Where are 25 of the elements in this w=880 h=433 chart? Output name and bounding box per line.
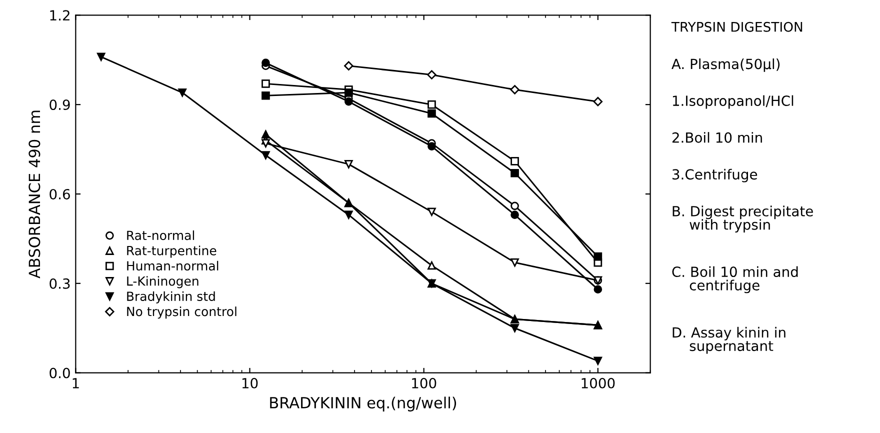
y-tick-label: 0.9	[50, 100, 70, 110]
legend-label: L-Kininogen	[127, 276, 198, 288]
text: C. Boil 10 min and centrifuge	[672, 266, 798, 294]
text: 2.Boil 10 min	[672, 132, 762, 143]
y-tick-label: 0.3	[50, 278, 70, 289]
legend-label: Rat-turpentine	[127, 246, 216, 258]
text: B. Digest precipitate with trypsin	[672, 206, 813, 233]
x-tick-label: 10	[242, 378, 258, 388]
legend-label: Rat-normal	[127, 230, 194, 240]
y-tick-label: 0.0	[50, 368, 70, 378]
text: TRYPSIN DIGESTION	[671, 22, 802, 32]
text: 1.Isopropanol/HCl	[672, 95, 794, 109]
text: 3.Centrifuge	[672, 168, 758, 182]
y-axis-title: ABSORBANCE 490 nm	[28, 110, 40, 278]
legend-label: Human-normal	[127, 260, 218, 271]
x-tick-label: 1	[72, 378, 79, 388]
text: D. Assay kinin in supernatant	[672, 326, 786, 354]
y-tick-label: 1.2	[50, 10, 70, 20]
x-tick-label: 100	[412, 378, 436, 388]
text: A. Plasma(50μl)	[672, 58, 780, 72]
legend-label: No trypsin control	[127, 306, 236, 319]
y-tick-label: 0.6	[50, 188, 70, 200]
x-tick-label: 1000	[582, 378, 615, 388]
x-axis-title: BRADYKININ eq.(ng/well)	[270, 396, 456, 412]
legend-label: Bradykinin std	[127, 291, 215, 304]
